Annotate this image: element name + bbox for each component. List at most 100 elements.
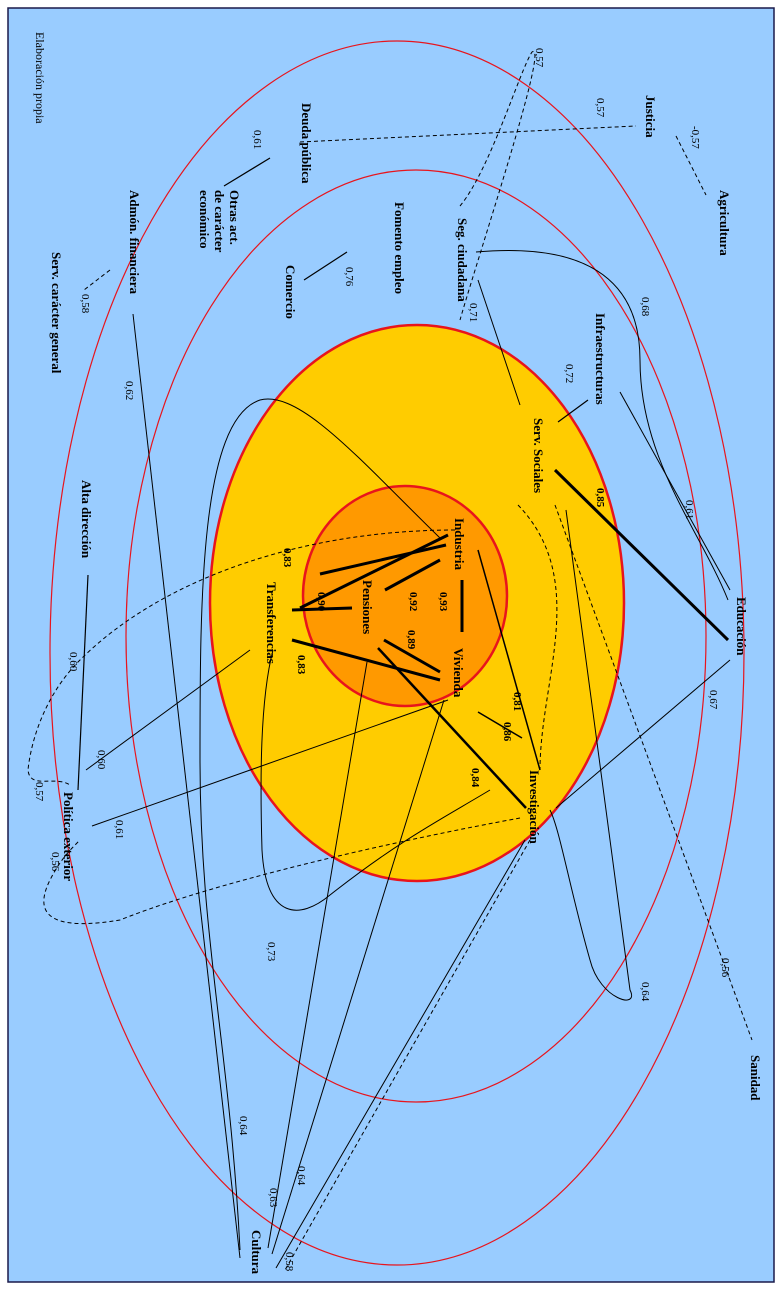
link-industria-pensiones bbox=[384, 558, 441, 592]
link-admon-serv bbox=[83, 269, 111, 291]
value-label: 0,58 bbox=[283, 1252, 295, 1272]
value-label: 0,85 bbox=[594, 488, 606, 508]
link-infra-educacion bbox=[619, 391, 731, 591]
value-label: 0,62 bbox=[123, 381, 135, 400]
link-servsoc-educacion bbox=[553, 468, 730, 642]
link-transf-vivienda bbox=[291, 638, 441, 682]
node-transferencias: Transferencias bbox=[264, 582, 279, 664]
link-alta-politica bbox=[77, 574, 89, 791]
value-label: 0,57 bbox=[594, 98, 606, 118]
link-servsoc-cultura bbox=[549, 509, 633, 1001]
node-otras-act-1: Otras act. bbox=[227, 190, 242, 245]
value-label: 0,56 bbox=[719, 958, 731, 978]
value-label: 0,86 bbox=[501, 722, 513, 742]
correlation-values: 0,57 0,57 -0,57 0,61 0,58 0,76 0,71 0,68… bbox=[33, 48, 731, 1272]
node-investigacion: Investigación bbox=[527, 770, 542, 844]
value-label: 0,72 bbox=[563, 364, 575, 383]
value-label: 0,89 bbox=[405, 630, 417, 650]
value-label: 0,57 bbox=[533, 48, 545, 68]
outer-ring bbox=[49, 40, 745, 1266]
strong-links bbox=[291, 533, 541, 809]
value-label: 0,63 bbox=[267, 1188, 279, 1208]
link-investigacion-cultura bbox=[275, 839, 526, 1269]
node-comercio: Comercio bbox=[283, 265, 298, 319]
value-label: 0,93 bbox=[437, 592, 449, 612]
value-label: 0,76 bbox=[343, 267, 355, 287]
link-industria-investigacion bbox=[477, 549, 541, 771]
value-label: 0,58 bbox=[79, 294, 91, 314]
value-label: -0,57 bbox=[689, 126, 701, 149]
link-deuda-justicia bbox=[299, 125, 637, 143]
link-vivienda-politica bbox=[91, 699, 449, 827]
node-agricultura: Agricultura bbox=[717, 190, 732, 256]
orange-core bbox=[301, 484, 509, 708]
value-label: 0,60 bbox=[95, 750, 107, 770]
node-politica-exterior: Política exterior bbox=[61, 792, 76, 881]
value-label: 0,71 bbox=[467, 303, 479, 322]
link-educacion-investigacion bbox=[555, 659, 731, 809]
value-label: 0,60 bbox=[67, 652, 79, 672]
value-label: 0,81 bbox=[511, 692, 523, 711]
value-label: 0,64 bbox=[237, 1116, 249, 1136]
value-label: 0,57 bbox=[33, 782, 45, 802]
link-industria-politica-dashed bbox=[27, 529, 456, 786]
node-seg-ciudadana: Seg. ciudadana bbox=[455, 218, 470, 302]
link-segciud-loop bbox=[459, 51, 536, 321]
link-investigacion-politica-dashed bbox=[43, 817, 521, 925]
node-infraestructuras: Infraestructuras bbox=[593, 313, 608, 405]
value-label: 0,64 bbox=[295, 1166, 307, 1186]
node-serv-sociales: Serv. Sociales bbox=[531, 418, 546, 493]
link-industria-transf2 bbox=[319, 543, 447, 576]
middle-ring bbox=[125, 169, 707, 1103]
node-vivienda: Vivienda bbox=[451, 648, 466, 698]
value-label: 0,83 bbox=[295, 655, 307, 675]
link-transf-loop bbox=[260, 649, 491, 911]
node-serv-caracter-general: Serv. carácter general bbox=[49, 252, 64, 374]
node-deuda-publica: Deuda pública bbox=[299, 103, 314, 184]
link-vivienda-cultura bbox=[271, 699, 445, 1255]
link-industria-transferencias bbox=[299, 533, 449, 610]
node-alta-direccion: Alta dirección bbox=[79, 480, 94, 559]
node-educacion: Educación bbox=[734, 597, 749, 656]
value-label: 0,64 bbox=[639, 982, 651, 1002]
value-label: 0,61 bbox=[683, 500, 695, 519]
link-admon-cultura bbox=[132, 313, 241, 1259]
link-servsoc-investigacion-dashed bbox=[517, 504, 558, 771]
weak-links bbox=[27, 51, 753, 1271]
link-segciud-educacion bbox=[475, 250, 729, 601]
value-label: 0,92 bbox=[407, 592, 419, 612]
link-pensiones-transf bbox=[291, 606, 353, 612]
node-sanidad: Sanidad bbox=[748, 1055, 763, 1101]
value-label: 0,83 bbox=[281, 548, 293, 568]
link-pensiones-investigacion bbox=[377, 647, 527, 809]
value-label: 0,61 bbox=[251, 130, 263, 149]
node-otras-act-2: de carácter bbox=[212, 190, 227, 253]
value-label: 0,67 bbox=[707, 690, 719, 710]
node-fomento-empleo: Fomento empleo bbox=[392, 202, 407, 294]
value-label: 0,56 bbox=[49, 852, 61, 872]
link-infra-servsoc bbox=[557, 399, 589, 423]
value-label: 0,90 bbox=[315, 592, 327, 612]
link-segciud-servsoc bbox=[477, 279, 521, 406]
link-pensiones-vivienda bbox=[383, 638, 441, 674]
link-industria-loop bbox=[199, 398, 441, 1251]
link-fomento-comercio bbox=[303, 251, 348, 281]
node-admon-financiera: Admón. financiera bbox=[127, 190, 142, 295]
link-investigacion-cultura-dashed bbox=[284, 839, 531, 1271]
value-label: 0,73 bbox=[265, 942, 277, 962]
link-deuda-otras bbox=[223, 157, 271, 187]
node-labels: Agricultura Justicia Deuda pública Otras… bbox=[49, 95, 763, 1275]
link-vivienda-investigacion bbox=[477, 711, 523, 739]
link-transf-politica bbox=[85, 649, 251, 771]
node-justicia: Justicia bbox=[643, 95, 658, 138]
value-label: 0,84 bbox=[469, 768, 481, 788]
value-label: 0,68 bbox=[639, 297, 651, 317]
value-label: 0,61 bbox=[113, 820, 125, 839]
node-otras-act-3: económico bbox=[197, 190, 212, 248]
node-cultura: Cultura bbox=[249, 1230, 264, 1275]
node-industria: Industria bbox=[452, 518, 467, 571]
link-pensiones-cultura bbox=[267, 661, 368, 1249]
node-pensiones: Pensiones bbox=[360, 580, 375, 634]
